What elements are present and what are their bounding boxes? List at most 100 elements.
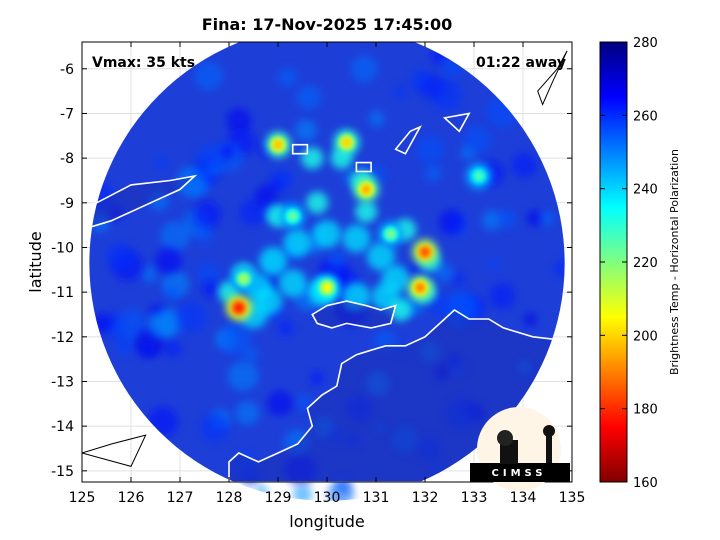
x-ticks: 125 126 127 128 129 130 131 132 133 134 135: [69, 42, 586, 506]
texture-blob: [309, 370, 325, 386]
texture-blob: [193, 200, 221, 228]
x-tick-label: 126: [118, 490, 145, 506]
x-tick-label: 130: [314, 490, 341, 506]
texture-blob: [451, 272, 465, 286]
texture-blob: [227, 360, 259, 392]
vmax-label: Vmax: 35 kts: [92, 55, 195, 71]
texture-blob: [160, 220, 191, 251]
core-center: [420, 247, 430, 257]
convection-cores: [225, 129, 492, 321]
texture-blob: [296, 394, 312, 410]
y-tick-label: -12: [51, 330, 74, 346]
x-tick-label: 128: [216, 490, 243, 506]
island-coastline: [537, 50, 568, 106]
y-tick-label: -8: [60, 151, 74, 167]
colorbar-label: Brightness Temp - Horizontal Polarizatio…: [668, 149, 681, 375]
island-coastline: [394, 125, 422, 155]
rainband-blob: [278, 269, 307, 298]
y-tick-label: -13: [51, 374, 74, 390]
texture-blob: [294, 119, 317, 142]
coastline: [228, 309, 572, 482]
island-coastline: [291, 143, 309, 155]
texture-blob: [296, 85, 321, 110]
y-tick-label: -10: [51, 240, 74, 256]
texture-blob: [202, 280, 220, 298]
texture-blob: [278, 320, 294, 336]
texture-blob: [512, 152, 537, 178]
rainband-blob: [306, 191, 329, 214]
y-ticks: -6 -7 -8 -9 -10 -11 -12 -13 -14 -15: [51, 62, 572, 480]
chart-title: Fina: 17-Nov-2025 17:45:00: [202, 15, 453, 34]
x-tick-label: 131: [363, 490, 390, 506]
texture-blob: [539, 210, 555, 227]
core-center: [386, 229, 396, 239]
texture-blob: [243, 346, 259, 363]
texture-blob: [176, 302, 207, 333]
texture-blob: [235, 400, 260, 426]
texture-blob: [553, 260, 565, 278]
x-axis-label: longitude: [289, 512, 364, 531]
x-tick-label: 133: [461, 490, 488, 506]
colorbar-tick-label: 200: [633, 329, 658, 344]
logo-band: [470, 463, 570, 482]
core-center: [361, 184, 371, 194]
y-tick-label: -6: [60, 62, 74, 78]
rainband-blob: [366, 242, 395, 271]
texture-blob: [220, 144, 235, 159]
texture-blob: [425, 164, 442, 182]
logo-text: CIMSS: [492, 468, 547, 479]
y-tick-label: -14: [51, 419, 74, 435]
island-coastline: [355, 161, 372, 173]
island-coastline: [442, 112, 471, 133]
texture-blob: [140, 265, 158, 283]
colorbar-ticks: 280 260 240 220 200 180 160: [600, 36, 658, 491]
y-tick-label: -15: [51, 464, 74, 480]
core-center: [234, 303, 244, 313]
texture-blob: [140, 342, 155, 356]
texture-blob: [327, 250, 346, 270]
texture-blob: [526, 209, 543, 227]
texture-blob: [116, 309, 148, 340]
texture-blob: [438, 209, 465, 235]
x-tick-label: 135: [559, 490, 586, 506]
logo-tower: [543, 425, 555, 437]
texture-blob: [194, 61, 223, 91]
texture-blob: [164, 285, 180, 301]
texture-blob: [197, 263, 220, 286]
colorbar-tick-label: 280: [633, 36, 658, 51]
x-tick-label: 129: [265, 490, 292, 506]
colorbar-tick-label: 260: [633, 109, 658, 124]
rainband-blob: [259, 246, 288, 275]
texture-blob: [293, 484, 313, 501]
y-axis-label: latitude: [26, 231, 45, 292]
coastline: [82, 174, 198, 231]
logo-building: [500, 440, 518, 464]
coastlines-outside: [82, 50, 568, 467]
texture-blob: [419, 74, 444, 99]
texture-blob: [226, 107, 252, 134]
texture-blob: [164, 339, 182, 358]
colorbar-tick-label: 240: [633, 183, 658, 198]
colorbar-tick-label: 220: [633, 256, 658, 271]
core-center: [239, 274, 249, 284]
texture-blob: [523, 312, 538, 327]
core-center: [474, 171, 484, 181]
texture-blob: [486, 257, 499, 270]
texture-blob: [175, 166, 208, 199]
land-mass: [312, 301, 396, 328]
time-away-label: 01:22 away: [476, 55, 566, 71]
logo-tower-pole: [546, 436, 552, 463]
rainband-blob: [342, 224, 371, 253]
colorbar-tick-label: 180: [633, 403, 658, 418]
texture-blob: [106, 242, 134, 271]
x-tick-label: 134: [510, 490, 537, 506]
core-center: [288, 211, 298, 221]
y-tick-label: -11: [51, 285, 74, 301]
x-tick-label: 132: [412, 490, 439, 506]
texture-blob: [254, 184, 278, 208]
texture-blob: [489, 282, 516, 309]
x-tick-label: 125: [69, 490, 96, 506]
y-tick-label: -9: [60, 196, 74, 212]
land-mass: [89, 176, 195, 230]
